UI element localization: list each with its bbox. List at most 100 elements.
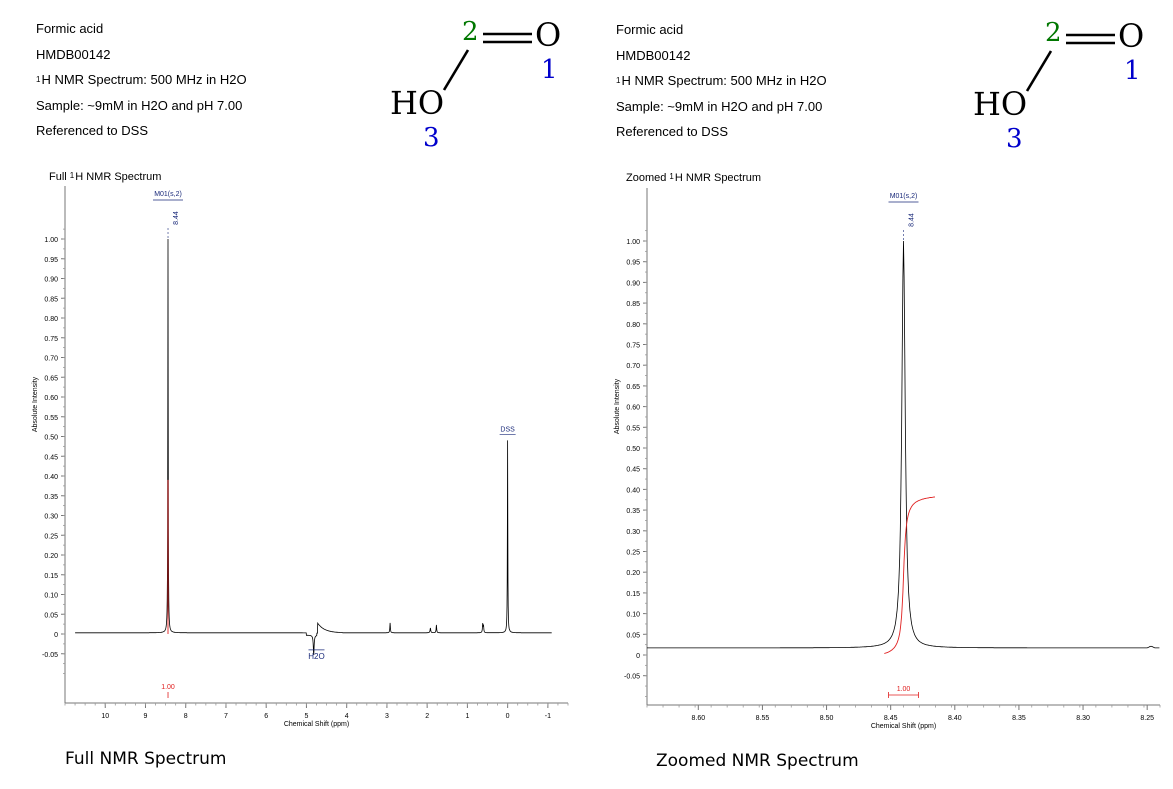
- y-tick-label: 0.95: [44, 257, 58, 264]
- y-tick-label: 0.85: [44, 296, 58, 303]
- y-tick-label: 0.15: [626, 591, 640, 598]
- y-tick-label: 0.90: [626, 280, 640, 287]
- spectrum-trace: [647, 240, 1160, 649]
- y-tick-label: 0.40: [626, 487, 640, 494]
- x-tick-label: 8.60: [691, 715, 705, 722]
- hmdb-id: HMDB00142: [616, 47, 691, 63]
- compound-name: Formic acid: [616, 22, 684, 37]
- y-tick-label: 0.85: [626, 301, 640, 308]
- bond-c-oh: [1025, 50, 1053, 92]
- x-tick-label: 2: [425, 713, 429, 720]
- y-tick-label: 1.00: [44, 237, 58, 244]
- y-axis-label: Absolute Intensity: [32, 376, 39, 432]
- y-tick-label: 0.10: [626, 612, 640, 619]
- integral-value: 1.00: [161, 684, 175, 691]
- molecule-structure: O 1 2 HO 3: [390, 16, 561, 153]
- y-tick-label: -0.05: [624, 674, 640, 681]
- y-tick-label: 0.90: [44, 277, 58, 284]
- y-tick-label: 0.70: [626, 363, 640, 370]
- sample-info: Sample: ~9mM in H2O and pH 7.00: [36, 97, 243, 113]
- y-tick-label: 0.60: [626, 405, 640, 412]
- multiplet-label: M01(s,2): [154, 191, 182, 198]
- atom-o-symbol: O: [535, 16, 561, 54]
- atom-o-number: 1: [541, 55, 558, 85]
- spectrum-title: Zoomed 1H NMR Spectrum: [626, 172, 761, 184]
- spectrum-line: H NMR Spectrum: 500 MHz in H2O: [621, 73, 827, 88]
- y-tick-label: 0.30: [44, 514, 58, 521]
- atom-ho-number: 3: [423, 123, 440, 153]
- y-tick-label: 0.05: [626, 632, 640, 639]
- x-tick-label: 8.30: [1076, 715, 1090, 722]
- atom-c-number: 2: [462, 17, 479, 47]
- y-tick-label: 0.20: [44, 553, 58, 560]
- x-tick-label: 5: [304, 713, 308, 720]
- x-tick-label: -1: [545, 713, 551, 720]
- dss-label: DSS: [500, 426, 515, 433]
- atom-ho-symbol: HO: [390, 84, 444, 122]
- x-tick-label: 6: [264, 713, 268, 720]
- spectrum-title-sup: 1: [69, 171, 75, 180]
- atom-ho-number: 3: [1006, 124, 1023, 154]
- y-tick-label: 0: [54, 632, 58, 639]
- y-tick-label: 0.60: [44, 395, 58, 402]
- y-tick-label: 0.45: [44, 454, 58, 461]
- caption-full: Full NMR Spectrum: [65, 749, 227, 769]
- spectrum-title: Full 1H NMR Spectrum: [49, 171, 161, 183]
- atom-o-symbol: O: [1118, 17, 1144, 55]
- hmdb-id: HMDB00142: [36, 46, 111, 62]
- y-tick-label: 0.25: [626, 550, 640, 557]
- y-tick-label: 0.75: [44, 336, 58, 343]
- reference-info: Referenced to DSS: [36, 123, 149, 138]
- x-tick-label: 9: [144, 713, 148, 720]
- y-tick-label: 0.50: [626, 446, 640, 453]
- x-tick-label: 7: [224, 713, 228, 720]
- x-tick-label: 8.25: [1140, 715, 1154, 722]
- spectrum-title-prefix: Zoomed: [626, 172, 670, 184]
- y-tick-label: 1.00: [626, 239, 640, 246]
- y-axis-label: Absolute Intensity: [614, 378, 621, 434]
- spectrum-title-text: H NMR Spectrum: [75, 171, 162, 183]
- x-axis-label: Chemical Shift (ppm): [871, 723, 936, 730]
- y-tick-label: 0.40: [44, 474, 58, 481]
- multiplet-label: M01(s,2): [890, 193, 918, 200]
- y-tick-label: 0.95: [626, 260, 640, 267]
- y-tick-label: 0.10: [44, 593, 58, 600]
- isotope-superscript: 1: [36, 75, 41, 84]
- x-tick-label: 8.50: [820, 715, 834, 722]
- molecule-structure: O 1 2 HO 3: [973, 17, 1144, 154]
- y-tick-label: 0.75: [626, 343, 640, 350]
- full-spectrum-panel: Formic acid HMDB00142 1H NMR Spectrum: 5…: [0, 0, 586, 789]
- zoomed-spectrum-panel: Formic acid HMDB00142 1H NMR Spectrum: 5…: [580, 0, 1166, 789]
- y-tick-label: 0.45: [626, 467, 640, 474]
- reference-info: Referenced to DSS: [616, 124, 729, 139]
- atom-c-number: 2: [1045, 18, 1062, 48]
- caption-zoomed: Zoomed NMR Spectrum: [656, 751, 859, 771]
- spectrum-title-sup: 1: [669, 172, 674, 181]
- atom-ho-symbol: HO: [973, 85, 1027, 123]
- compound-info: Formic acid HMDB00142 1H NMR Spectrum: 5…: [36, 16, 247, 144]
- x-axis-label: Chemical Shift (ppm): [284, 721, 349, 728]
- y-tick-label: 0.65: [44, 375, 58, 382]
- spectrum-title-prefix: Full: [49, 171, 70, 183]
- x-tick-label: 8: [184, 713, 188, 720]
- y-tick-label: 0.55: [44, 415, 58, 422]
- spectrum-description: 1H NMR Spectrum: 500 MHz in H2O: [36, 67, 247, 93]
- bond-c-oh: [442, 49, 470, 91]
- y-tick-label: 0.80: [626, 322, 640, 329]
- x-tick-label: 8.35: [1012, 715, 1026, 722]
- spectrum-line: H NMR Spectrum: 500 MHz in H2O: [41, 72, 247, 87]
- y-tick-label: 0.05: [44, 612, 58, 619]
- atom-o-number: 1: [1124, 56, 1141, 86]
- integral-value: 1.00: [897, 686, 911, 693]
- y-tick-label: -0.05: [42, 652, 58, 659]
- x-tick-label: 8.45: [884, 715, 898, 722]
- x-tick-label: 0: [506, 713, 510, 720]
- y-tick-label: 0.20: [626, 570, 640, 577]
- spectrum-trace: [75, 238, 552, 655]
- isotope-superscript: 1: [616, 76, 621, 85]
- spectrum-title-text: H NMR Spectrum: [674, 172, 762, 184]
- y-tick-label: 0.65: [626, 384, 640, 391]
- compound-info: Formic acid HMDB00142 1H NMR Spectrum: 5…: [616, 17, 827, 145]
- y-tick-label: 0.80: [44, 316, 58, 323]
- spectrum-description: 1H NMR Spectrum: 500 MHz in H2O: [616, 68, 827, 94]
